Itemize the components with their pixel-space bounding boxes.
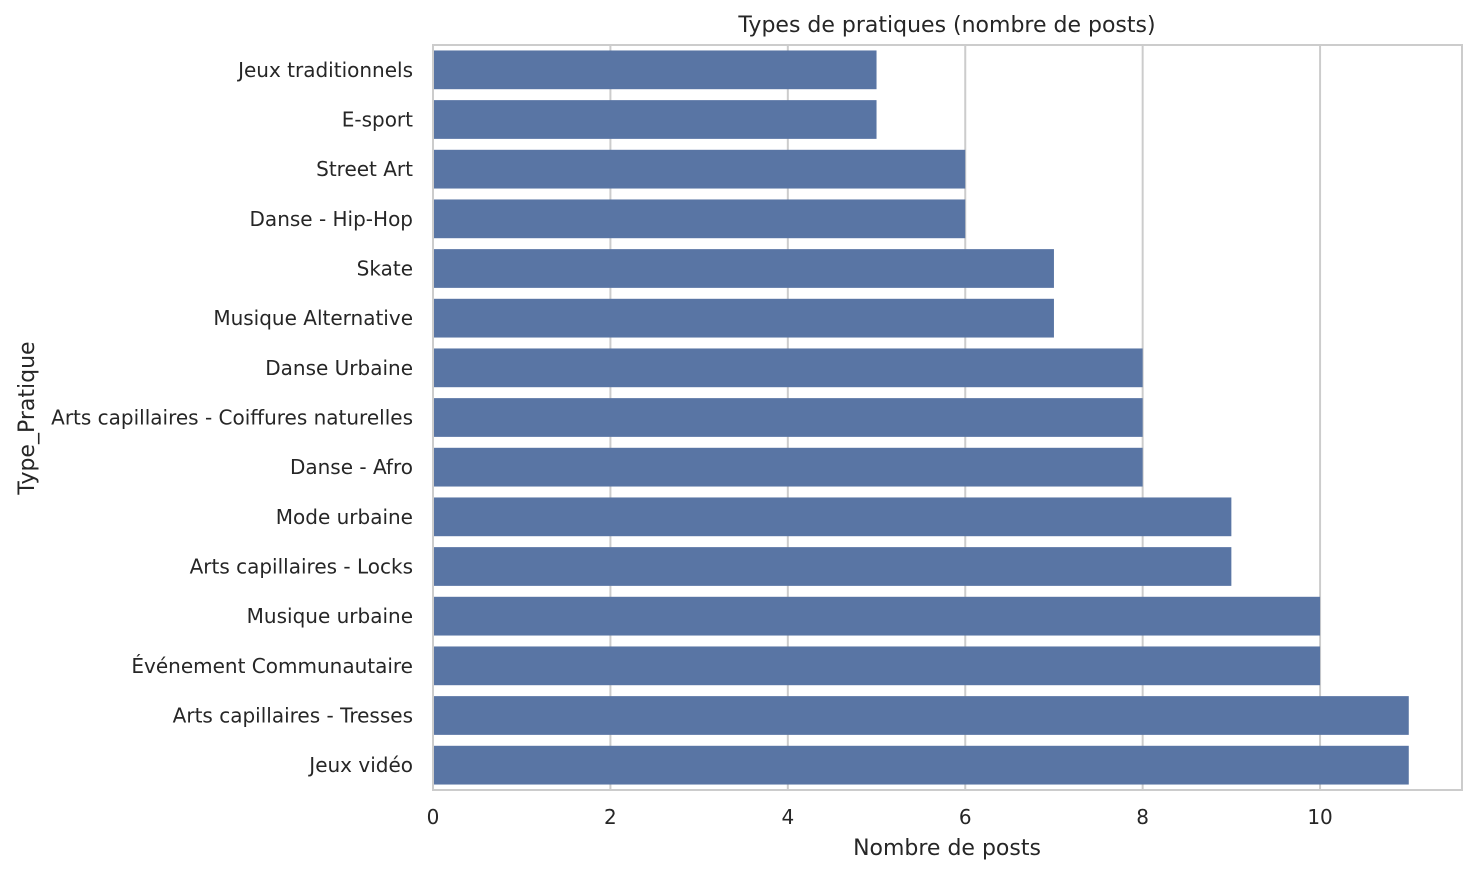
y-tick-label: E-sport	[342, 108, 413, 132]
y-tick-label: Musique Alternative	[213, 306, 413, 330]
y-tick-label: Danse - Hip-Hop	[250, 207, 413, 231]
bar	[434, 149, 966, 189]
x-tick-label: 4	[781, 805, 794, 829]
y-tick-label: Mode urbaine	[276, 505, 413, 529]
x-tick-label: 8	[1136, 805, 1149, 829]
bar	[434, 100, 877, 139]
bars	[434, 50, 1409, 785]
x-tick-label: 0	[427, 805, 440, 829]
bar	[434, 348, 1143, 388]
y-tick-label: Arts capillaires - Locks	[190, 555, 413, 579]
y-tick-label: Musique urbaine	[247, 604, 413, 628]
y-tick-labels: Jeux traditionnels E-sport Street Art Danse…	[51, 58, 413, 777]
y-tick-label: Skate	[357, 257, 413, 281]
y-tick-label: Jeux vidéo	[307, 753, 413, 777]
bar	[434, 447, 1143, 487]
chart-title: Types de pratiques (nombre de posts)	[737, 13, 1155, 38]
bar	[434, 249, 1054, 288]
bar	[434, 199, 966, 239]
y-tick-label: Danse Urbaine	[265, 356, 413, 380]
y-tick-label: Arts capillaires - Coiffures naturelles	[51, 406, 413, 430]
bar	[434, 298, 1054, 338]
y-tick-label: Danse - Afro	[290, 455, 413, 479]
x-tick-label: 10	[1307, 805, 1332, 829]
bar	[434, 50, 877, 90]
x-tick-label: 6	[959, 805, 972, 829]
bar	[434, 696, 1409, 735]
bar	[434, 398, 1143, 437]
y-tick-label: Événement Communautaire	[131, 654, 413, 678]
plot-frame	[432, 44, 1463, 791]
bar	[434, 596, 1321, 636]
y-tick-label: Arts capillaires - Tresses	[173, 704, 413, 728]
y-axis-label: Type_Pratique	[15, 341, 40, 495]
x-axis-label: Nombre de posts	[853, 836, 1041, 861]
bar	[434, 646, 1321, 686]
bar	[434, 547, 1232, 586]
x-tick-labels: 0 2 4 6 8 10	[427, 805, 1333, 829]
bar	[434, 745, 1409, 785]
y-tick-label: Street Art	[316, 157, 413, 181]
y-tick-label: Jeux traditionnels	[236, 58, 413, 82]
x-tick-label: 2	[604, 805, 617, 829]
bar	[434, 497, 1232, 537]
